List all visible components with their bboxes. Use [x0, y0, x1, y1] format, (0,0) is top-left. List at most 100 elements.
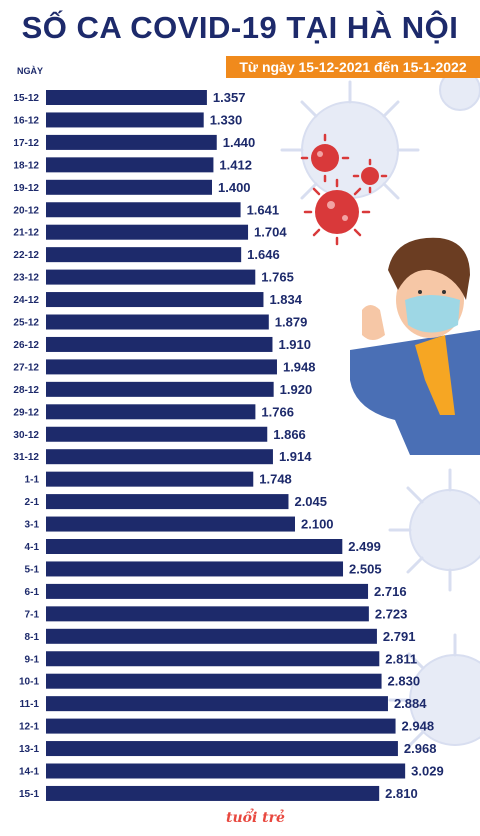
- bar: [46, 763, 406, 779]
- value-label: 2.100: [301, 517, 334, 532]
- bar: [46, 628, 377, 644]
- category-label: 6-1: [25, 587, 40, 598]
- category-label: 29-12: [13, 407, 39, 418]
- value-label: 1.641: [247, 202, 280, 217]
- category-label: 21-12: [13, 228, 39, 239]
- category-label: 18-12: [13, 160, 39, 171]
- bar: [46, 359, 277, 375]
- value-label: 1.914: [279, 449, 312, 464]
- bar: [46, 224, 249, 240]
- category-label: 15-12: [13, 93, 39, 104]
- bar: [46, 426, 268, 442]
- value-label: 1.704: [254, 225, 287, 240]
- category-label: 9-1: [25, 654, 40, 665]
- value-label: 2.830: [388, 674, 421, 689]
- bar: [46, 381, 274, 397]
- value-label: 1.440: [223, 135, 256, 150]
- value-label: 2.791: [383, 629, 416, 644]
- category-label: 31-12: [13, 452, 39, 463]
- category-label: 2-1: [25, 497, 40, 508]
- value-label: 2.968: [404, 741, 437, 756]
- value-label: 2.505: [349, 561, 382, 576]
- bar: [46, 134, 217, 150]
- value-label: 1.357: [213, 90, 246, 105]
- value-label: 1.765: [261, 270, 294, 285]
- category-label: 7-1: [25, 609, 40, 620]
- value-label: 1.748: [259, 472, 292, 487]
- chart-title: SỐ CA COVID-19 TẠI HÀ NỘI: [21, 10, 459, 45]
- category-label: 24-12: [13, 295, 39, 306]
- bar: [46, 292, 264, 308]
- bar: [46, 785, 380, 801]
- category-label: 17-12: [13, 138, 39, 149]
- bar: [46, 606, 369, 622]
- category-label: 15-1: [19, 789, 39, 800]
- category-label: 8-1: [25, 632, 40, 643]
- category-label: 27-12: [13, 362, 39, 373]
- category-label: 5-1: [25, 564, 40, 575]
- bar: [46, 336, 273, 352]
- bar: [46, 696, 388, 712]
- category-label: 10-1: [19, 677, 39, 688]
- bar: [46, 157, 214, 173]
- bar: [46, 202, 241, 218]
- category-label: 25-12: [13, 318, 39, 329]
- bar: [46, 539, 343, 554]
- category-label: 19-12: [13, 183, 39, 194]
- bar: [46, 90, 207, 105]
- value-label: 1.834: [269, 292, 302, 307]
- bar: [46, 471, 254, 487]
- value-label: 2.716: [374, 584, 407, 599]
- bar: [46, 673, 382, 689]
- value-label: 1.400: [218, 180, 251, 195]
- bar: [46, 404, 256, 420]
- value-label: 1.948: [283, 359, 316, 374]
- category-label: 23-12: [13, 273, 39, 284]
- bar: [46, 516, 295, 532]
- category-label: 22-12: [13, 250, 39, 261]
- value-label: 2.884: [394, 696, 427, 711]
- bar: [46, 269, 256, 285]
- bar: [46, 494, 289, 510]
- value-label: 1.879: [275, 315, 308, 330]
- category-label: 13-1: [19, 744, 39, 755]
- bar: [46, 561, 344, 577]
- bar: [46, 583, 369, 599]
- value-label: 2.045: [294, 494, 327, 509]
- bar: [46, 314, 269, 330]
- person-figure: [350, 237, 480, 455]
- category-label: 11-1: [20, 699, 40, 710]
- category-label: 20-12: [13, 205, 39, 216]
- category-label: 3-1: [25, 520, 40, 531]
- value-label: 1.766: [261, 404, 294, 419]
- bar: [46, 449, 273, 465]
- bar: [46, 112, 204, 128]
- category-label: 30-12: [13, 430, 39, 441]
- value-label: 2.499: [348, 539, 381, 554]
- value-label: 2.948: [402, 719, 435, 734]
- value-label: 1.646: [247, 247, 280, 262]
- value-label: 1.920: [280, 382, 313, 397]
- value-label: 1.910: [278, 337, 311, 352]
- value-label: 3.029: [411, 764, 444, 779]
- category-label: 12-1: [19, 722, 39, 733]
- value-label: 1.330: [210, 112, 243, 127]
- category-label: 1-1: [25, 475, 40, 486]
- category-label: 4-1: [25, 542, 40, 553]
- chart-subtitle: Từ ngày 15-12-2021 đến 15-1-2022: [226, 56, 480, 78]
- bar: [46, 247, 242, 263]
- bar: [46, 718, 396, 734]
- category-label: 28-12: [13, 385, 39, 396]
- publisher-logo: tuổi trẻ: [226, 810, 285, 826]
- bar: [46, 741, 398, 757]
- value-label: 2.811: [385, 651, 417, 666]
- value-label: 1.866: [273, 427, 306, 442]
- category-label: 16-12: [13, 115, 39, 126]
- y-axis-label: NGÀY: [17, 66, 44, 76]
- value-label: 1.412: [219, 157, 252, 172]
- value-label: 2.723: [375, 606, 408, 621]
- category-label: 14-1: [19, 767, 39, 778]
- bar: [46, 651, 380, 667]
